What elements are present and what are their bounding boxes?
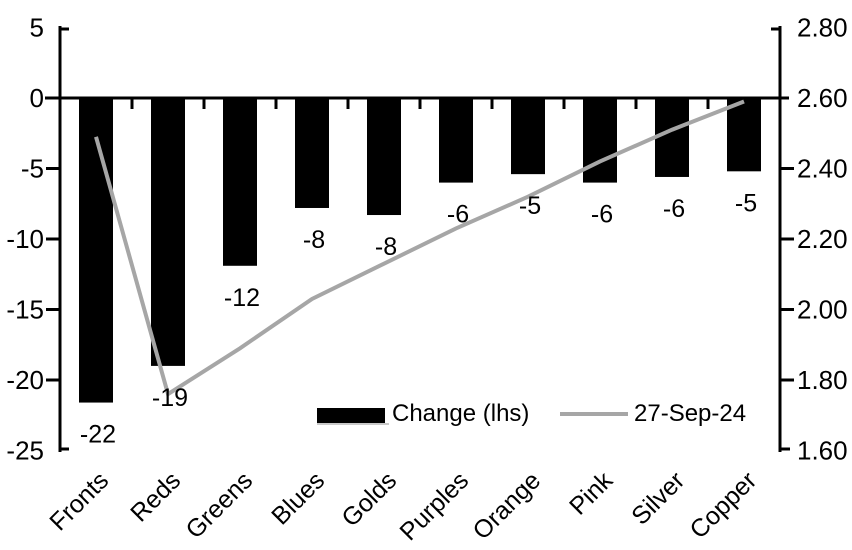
line-series-27-sep-24: [94, 99, 745, 398]
bar-blues: [295, 98, 329, 208]
bar-data-label: -8: [375, 233, 397, 261]
bar-data-label: -6: [591, 201, 613, 229]
left-axis-tick-label: -25: [6, 436, 44, 466]
bar-copper: [727, 98, 761, 172]
right-axis-tick-label: 2.00: [797, 295, 848, 325]
bar-data-label: -22: [80, 421, 116, 449]
bar-orange: [511, 98, 545, 175]
bar-golds: [367, 98, 401, 216]
bar-reds: [151, 98, 185, 366]
left-axis-tick-label: -15: [6, 295, 44, 325]
bar-data-label: -19: [152, 384, 188, 412]
right-axis-tick-label: 1.60: [797, 436, 848, 466]
legend-bar-swatch-shadow: [317, 423, 389, 425]
legend-bar-swatch: [317, 408, 385, 423]
bar-greens: [223, 98, 257, 266]
bar-fronts: [79, 98, 113, 403]
right-axis-tick-label: 2.80: [797, 13, 848, 43]
category-label-blues: Blues: [266, 466, 330, 530]
category-label-reds: Reds: [125, 466, 186, 527]
bar-data-label: -5: [735, 189, 757, 217]
bar-data-label: -5: [519, 192, 541, 220]
category-label-pink: Pink: [564, 466, 619, 521]
category-label-silver: Silver: [626, 466, 690, 530]
category-label-copper: Copper: [684, 466, 762, 544]
left-axis-tick-label: -20: [6, 365, 44, 395]
bar-pink: [583, 98, 617, 183]
right-axis-tick-label: 2.20: [797, 224, 848, 254]
right-axis-tick-label: 1.80: [797, 365, 848, 395]
category-label-fronts: Fronts: [44, 466, 114, 536]
bar-data-label: -12: [224, 284, 260, 312]
left-axis-tick-label: 5: [30, 13, 44, 43]
category-label-golds: Golds: [336, 466, 402, 532]
left-axis-tick-label: 0: [30, 83, 44, 113]
bar-data-label: -8: [303, 226, 325, 254]
category-label-purples: Purples: [395, 466, 475, 546]
legend-label-change: Change (lhs): [392, 400, 530, 427]
left-axis-tick-label: -10: [6, 224, 44, 254]
legend-label-date: 27-Sep-24: [634, 400, 747, 427]
legend-line-swatch: [560, 412, 628, 416]
bar-silver: [655, 98, 689, 177]
bar-purples: [439, 98, 473, 183]
bar-data-label: -6: [447, 201, 469, 229]
left-axis-tick-label: -5: [21, 154, 44, 184]
bar-data-label: -6: [663, 195, 685, 223]
category-label-greens: Greens: [180, 466, 258, 544]
right-axis-tick-label: 2.60: [797, 83, 848, 113]
right-axis-tick-label: 2.40: [797, 154, 848, 184]
category-label-orange: Orange: [467, 466, 546, 545]
